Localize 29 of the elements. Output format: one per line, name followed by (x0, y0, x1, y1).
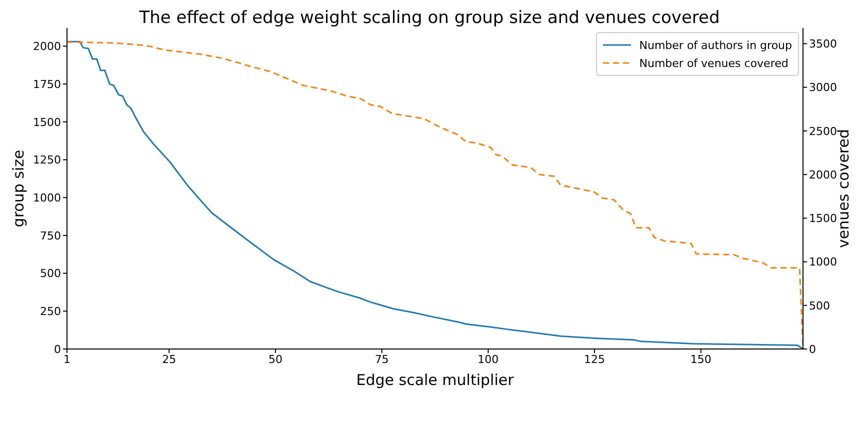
y-tick-label: 1000 (33, 191, 61, 204)
x-tick-label: 75 (374, 352, 389, 366)
y-tick-label: 250 (40, 305, 61, 318)
y-tick-label: 500 (40, 267, 61, 280)
x-tick-label: 100 (478, 352, 499, 366)
y-tick-label: 0 (54, 342, 61, 356)
y2-tick-label: 1000 (809, 256, 837, 269)
x-tick-label: 125 (584, 352, 606, 366)
y2-tick-label: 500 (809, 299, 830, 312)
legend-label: Number of venues covered (639, 56, 788, 70)
y2-tick-label: 0 (809, 342, 816, 356)
y-tick-label: 1250 (33, 154, 61, 167)
x-tick-label: 150 (690, 352, 712, 366)
y2-tick-label: 1500 (809, 212, 837, 226)
y-tick-label: 1750 (33, 78, 61, 91)
x-tick-label: 50 (268, 352, 282, 366)
y-axis-title: group size (9, 150, 28, 228)
x-tick-label: 25 (162, 352, 176, 366)
x-axis-title: Edge scale multiplier (356, 371, 515, 389)
y2-tick-label: 3500 (809, 38, 837, 51)
x-tick-label: 1 (64, 352, 70, 366)
y2-tick-label: 3000 (809, 81, 837, 94)
y-tick-label: 2000 (33, 40, 61, 54)
legend-label: Number of authors in group (639, 38, 792, 52)
y-tick-label: 750 (40, 229, 61, 242)
chart-title: The effect of edge weight scaling on group size and venues covered (138, 8, 721, 28)
y2-tick-label: 2000 (809, 168, 837, 182)
y2-tick-label: 2500 (809, 124, 837, 138)
y-tick-label: 1500 (33, 116, 61, 129)
